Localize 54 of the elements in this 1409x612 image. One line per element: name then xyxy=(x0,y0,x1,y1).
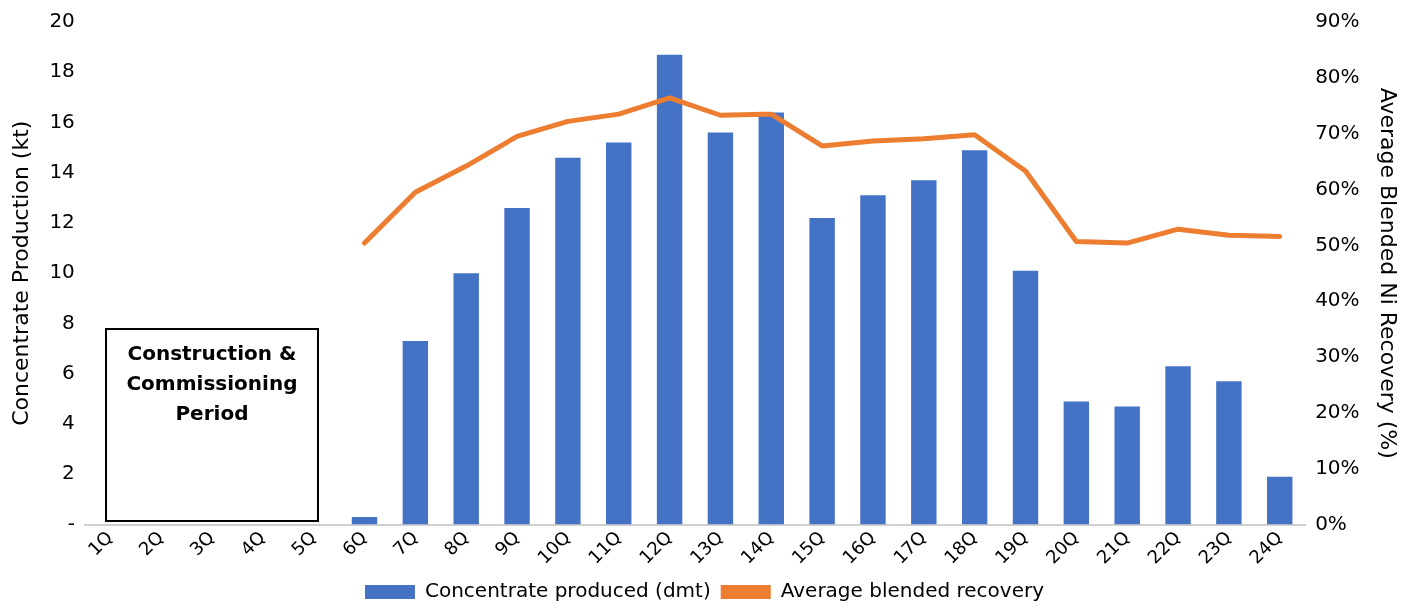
x-tick-label: 7Q xyxy=(388,526,422,560)
bar xyxy=(1114,406,1140,525)
bar xyxy=(555,157,581,525)
bar xyxy=(351,516,378,525)
y2-axis-title: Average Blended Ni Recovery (%) xyxy=(1376,87,1402,459)
bar xyxy=(453,273,479,525)
text-box: Construction & Commissioning Period xyxy=(105,327,319,522)
bar xyxy=(911,180,937,525)
bar xyxy=(758,112,784,525)
y-tick-label: 2 xyxy=(62,460,75,485)
bar xyxy=(1012,270,1039,525)
y-tick-label: 14 xyxy=(49,158,75,183)
bar xyxy=(656,54,683,525)
y-tick-label: 16 xyxy=(49,108,75,133)
bar xyxy=(1216,381,1242,525)
x-tick-label: 8Q xyxy=(439,526,473,560)
bar xyxy=(1165,366,1191,525)
y-tick-label: 10 xyxy=(49,259,75,284)
x-tick-label: 6Q xyxy=(337,526,371,560)
y2-tick-label: 30% xyxy=(1315,343,1360,368)
y-tick-label: 6 xyxy=(62,359,75,384)
y2-tick-label: 50% xyxy=(1315,231,1360,256)
y-axis-title: Concentrate Production (kt) xyxy=(7,120,33,426)
bar xyxy=(707,132,734,525)
y2-tick-label: 60% xyxy=(1315,175,1360,200)
bar xyxy=(606,142,632,525)
x-tick-label: 3Q xyxy=(185,526,219,560)
y-tick-label: - xyxy=(67,510,75,535)
y-tick-label: 20 xyxy=(49,8,75,33)
legend-label: Average blended recovery xyxy=(780,578,1045,603)
y2-tick-label: 80% xyxy=(1315,64,1360,89)
bar xyxy=(1267,476,1293,525)
bar xyxy=(402,341,429,525)
y2-tick-label: 0% xyxy=(1315,510,1347,535)
bar xyxy=(860,195,886,525)
y2-tick-label: 70% xyxy=(1315,119,1360,144)
y2-tick-label: 90% xyxy=(1315,8,1360,33)
y2-tick-label: 40% xyxy=(1315,287,1360,312)
y-tick-label: 18 xyxy=(49,58,75,83)
x-tick-label: 2Q xyxy=(134,526,168,560)
legend-label: Concentrate produced (dmt) xyxy=(424,578,711,603)
x-tick-label: 5Q xyxy=(286,526,320,560)
bar xyxy=(504,207,530,525)
bar xyxy=(961,150,988,525)
bar xyxy=(809,217,835,525)
y2-tick-label: 10% xyxy=(1315,454,1360,479)
bar xyxy=(1063,401,1090,525)
y-tick-label: 4 xyxy=(62,410,75,435)
y-tick-label: 8 xyxy=(62,309,75,334)
x-tick-label: 1Q xyxy=(83,526,117,560)
y-tick-label: 12 xyxy=(49,209,75,234)
y2-tick-label: 20% xyxy=(1315,399,1360,424)
x-tick-label: 9Q xyxy=(490,526,524,560)
x-tick-label: 4Q xyxy=(235,526,269,560)
